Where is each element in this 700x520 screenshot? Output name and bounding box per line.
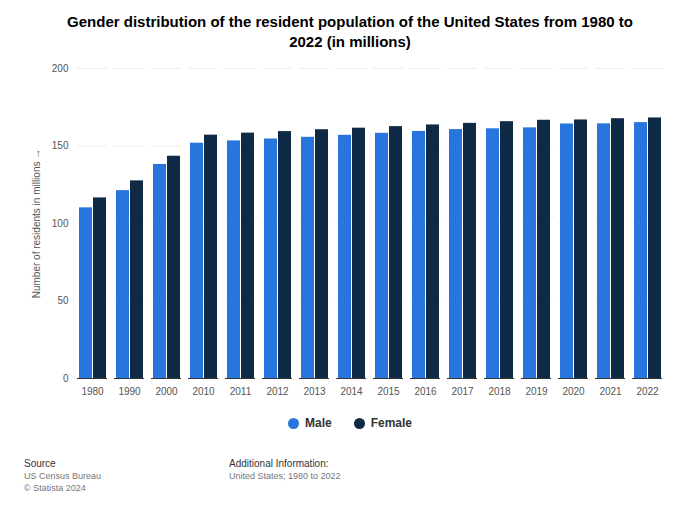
svg-text:2016: 2016 [414, 386, 437, 397]
svg-text:100: 100 [52, 218, 69, 229]
svg-text:200: 200 [52, 63, 69, 74]
html-text:Male: Male [305, 416, 332, 430]
svg-text:1980: 1980 [81, 386, 104, 397]
html-text:United States; 1980 to 2022: United States; 1980 to 2022 [229, 471, 341, 481]
svg-text:2018: 2018 [488, 386, 511, 397]
svg-text:2019: 2019 [525, 386, 548, 397]
svg-text:Number of residents in million: Number of residents in millions → [31, 149, 42, 299]
html-text:Gender distribution of the res: Gender distribution of the resident popu… [67, 13, 633, 50]
svg-text:2011: 2011 [230, 386, 252, 397]
html-text:US Census Bureau: US Census Bureau [24, 471, 101, 481]
svg-text:1990: 1990 [118, 386, 141, 397]
svg-text:2012: 2012 [266, 386, 289, 397]
svg-text:2017: 2017 [451, 386, 474, 397]
svg-text:50: 50 [57, 295, 69, 306]
html-text:Additional Information:: Additional Information: [229, 458, 329, 469]
svg-text:2000: 2000 [155, 386, 178, 397]
svg-text:2013: 2013 [303, 386, 326, 397]
svg-text:2021: 2021 [599, 386, 622, 397]
svg-text:2022: 2022 [636, 386, 659, 397]
svg-text:150: 150 [52, 140, 69, 151]
svg-text:0: 0 [63, 373, 69, 384]
html-text:Female: Female [370, 416, 412, 430]
svg-text:2014: 2014 [340, 386, 363, 397]
svg-text:2015: 2015 [377, 386, 400, 397]
html-text:© Statista 2024: © Statista 2024 [24, 483, 86, 493]
html-text:Source: Source [24, 458, 56, 469]
svg-text:2020: 2020 [562, 386, 585, 397]
svg-text:2010: 2010 [192, 386, 215, 397]
